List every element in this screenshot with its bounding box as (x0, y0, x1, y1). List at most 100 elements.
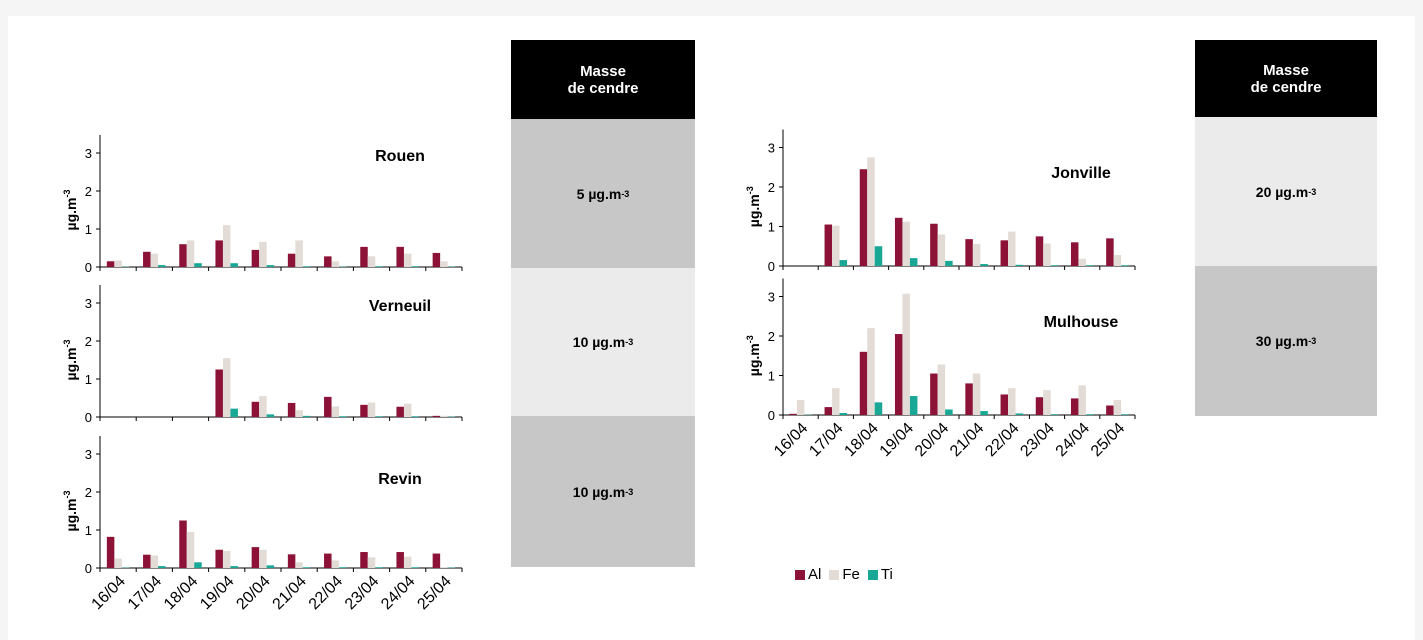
x-tick-label-revin: 24/04 (378, 573, 418, 613)
x-tick-label-revin: 16/04 (89, 573, 129, 613)
y-tick-label-rouen: 2 (85, 184, 92, 199)
y-tick-label-revin: 1 (85, 523, 92, 538)
bar-mulhouse-al-22-04 (1000, 394, 1009, 415)
bar-revin-fe-24-04 (403, 556, 412, 568)
y-axis-label-rouen: µg.m-3 (62, 190, 79, 231)
bar-jonville-ti-17-04 (839, 260, 848, 266)
left-mass-value-1: 5 µg.m (576, 185, 622, 202)
bar-rouen-ti-24-04 (411, 266, 419, 267)
bar-revin-al-22-04 (324, 553, 332, 568)
bar-rouen-al-19-04 (215, 240, 223, 267)
bar-jonville-ti-18-04 (874, 246, 883, 266)
bar-mulhouse-fe-16-04 (796, 399, 805, 415)
right-mass-exp-1: -3 (1308, 186, 1317, 197)
x-tick-label-revin: 23/04 (342, 573, 382, 613)
y-tick-label-revin: 3 (85, 447, 92, 462)
bar-revin-ti-17-04 (158, 566, 166, 568)
y-axis-label-exp: -3 (62, 190, 72, 198)
bar-rouen-ti-23-04 (375, 266, 383, 267)
bar-mulhouse-fe-22-04 (1008, 388, 1016, 415)
bar-verneuil-al-22-04 (324, 396, 332, 417)
bar-mulhouse-ti-18-04 (874, 402, 883, 415)
bar-jonville-al-17-04 (824, 224, 833, 266)
y-axis-label-text: µg.m (63, 348, 79, 381)
bar-rouen-ti-18-04 (194, 263, 202, 267)
panel-title-revin: Revin (378, 471, 422, 488)
bar-verneuil-ti-20-04 (266, 414, 275, 417)
bar-verneuil-fe-23-04 (367, 402, 376, 417)
bar-revin-fe-21-04 (295, 562, 303, 568)
x-tick-label-mulhouse: 22/04 (982, 420, 1022, 460)
bar-mulhouse-al-24-04 (1070, 398, 1079, 415)
left-mass-exp-3: -3 (625, 486, 634, 497)
bar-verneuil-ti-24-04 (411, 416, 419, 417)
bar-verneuil-al-24-04 (396, 406, 404, 417)
bar-mulhouse-fe-17-04 (832, 388, 840, 415)
bar-verneuil-al-19-04 (215, 369, 223, 417)
right-header-line2: de cendre (1250, 78, 1322, 96)
bar-mulhouse-al-25-04 (1106, 405, 1114, 415)
bar-verneuil-fe-22-04 (331, 406, 340, 417)
bar-jonville-al-19-04 (894, 217, 903, 266)
bar-rouen-fe-16-04 (114, 260, 122, 267)
y-tick-label-verneuil: 1 (85, 372, 92, 387)
bar-mulhouse-fe-20-04 (937, 364, 946, 415)
y-axis-label-exp: -3 (745, 335, 755, 343)
x-tick-label-mulhouse: 20/04 (912, 420, 952, 460)
bar-mulhouse-ti-20-04 (945, 409, 953, 415)
bar-verneuil-fe-25-04 (440, 415, 448, 417)
bar-rouen-al-24-04 (396, 246, 404, 267)
bar-jonville-fe-22-04 (1008, 231, 1016, 266)
bar-jonville-ti-22-04 (1015, 264, 1024, 266)
left-mass-exp-2: -3 (625, 337, 634, 347)
bar-rouen-fe-18-04 (186, 240, 195, 267)
bar-rouen-al-18-04 (179, 244, 187, 267)
bar-rouen-fe-24-04 (403, 253, 412, 267)
bar-mulhouse-al-21-04 (965, 383, 973, 415)
bar-revin-al-23-04 (360, 552, 368, 568)
x-tick-label-revin: 18/04 (161, 573, 201, 613)
y-axis-label-text: µg.m (63, 198, 79, 231)
bar-verneuil-al-25-04 (432, 415, 441, 417)
right-header-line1: Masse (1263, 61, 1309, 79)
bar-verneuil-fe-21-04 (295, 410, 303, 417)
bar-jonville-al-22-04 (1000, 240, 1009, 266)
legend-item-fe: Fe (829, 566, 860, 583)
bar-jonville-ti-25-04 (1121, 265, 1129, 266)
chart-canvas: 0123µg.m-3Rouen0123µg.m-3Verneuil0123µg.… (62, 129, 1136, 613)
left-mass-row-2: 10 µg.m -3 (511, 268, 695, 416)
bar-revin-al-20-04 (251, 547, 260, 568)
bar-verneuil-al-23-04 (360, 404, 368, 417)
bar-verneuil-ti-22-04 (339, 416, 347, 417)
bar-mulhouse-ti-24-04 (1085, 414, 1094, 415)
legend-label-fe: Fe (842, 566, 860, 583)
bar-rouen-fe-17-04 (150, 253, 159, 267)
bar-revin-al-24-04 (396, 552, 404, 568)
bar-jonville-fe-19-04 (902, 221, 910, 266)
bar-jonville-fe-25-04 (1113, 254, 1122, 266)
bar-jonville-ti-24-04 (1085, 265, 1094, 266)
bar-mulhouse-ti-17-04 (839, 413, 848, 415)
bar-mulhouse-fe-25-04 (1113, 399, 1122, 415)
x-tick-label-mulhouse: 23/04 (1017, 420, 1057, 460)
bar-revin-fe-25-04 (440, 567, 448, 568)
x-tick-label-mulhouse: 16/04 (771, 420, 811, 460)
bar-jonville-al-21-04 (965, 239, 973, 266)
bar-mulhouse-fe-21-04 (972, 373, 981, 415)
bar-revin-al-19-04 (215, 549, 223, 568)
legend-swatch-al (795, 569, 805, 580)
bar-rouen-al-23-04 (360, 246, 368, 267)
y-tick-label-verneuil: 3 (85, 296, 92, 311)
bar-revin-ti-18-04 (194, 562, 202, 568)
x-tick-label-mulhouse: 25/04 (1088, 420, 1128, 460)
bar-mulhouse-al-17-04 (824, 407, 833, 415)
x-tick-label-revin: 20/04 (233, 573, 273, 613)
panel-verneuil: 0 1 2 3 µg.m-3 Verneuil (62, 285, 463, 425)
bar-mulhouse-al-18-04 (859, 351, 868, 415)
bar-revin-fe-22-04 (331, 560, 340, 568)
y-tick-label-verneuil: 0 (85, 410, 92, 425)
bar-verneuil-fe-20-04 (259, 396, 267, 417)
bar-verneuil-ti-23-04 (375, 416, 383, 417)
left-header-line1: Masse (580, 62, 626, 80)
bar-revin-fe-18-04 (186, 531, 195, 568)
